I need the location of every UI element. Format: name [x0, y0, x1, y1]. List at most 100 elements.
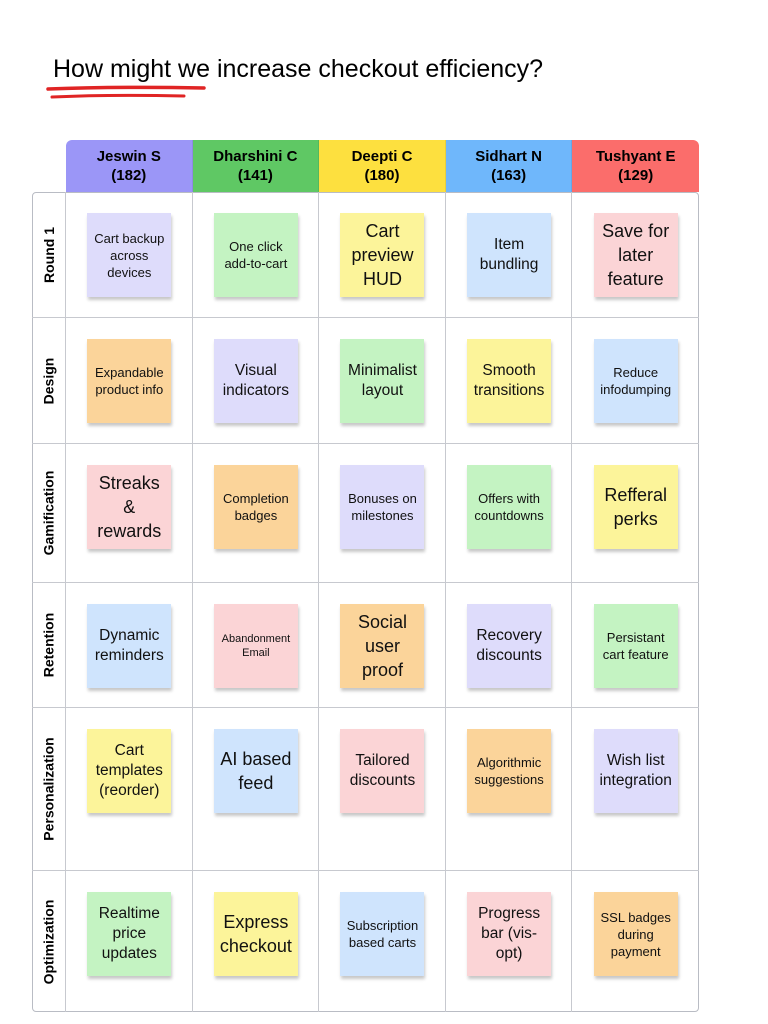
sticky-note[interactable]: Save for later feature [593, 213, 678, 297]
sticky-note-text: Item bundling [479, 236, 539, 273]
row-label-optimization: Optimization [32, 871, 66, 1012]
sticky-note-text: Streaks & rewards [97, 473, 162, 541]
sticky-note[interactable]: Progress bar (vis-opt) [467, 892, 552, 976]
sticky-note[interactable]: Cart preview HUD [340, 213, 425, 297]
sticky-note-text: Cart preview HUD [351, 221, 414, 289]
sticky-note-text: Bonuses on milestones [348, 491, 417, 523]
sticky-note-text: Progress bar (vis-opt) [478, 905, 541, 962]
grid-cell: Express checkout [193, 871, 320, 1012]
column-header-sidhart-n: Sidhart N (163) [445, 140, 573, 192]
sticky-note-text: Visual indicators [222, 362, 290, 399]
sticky-note-text: Cart backup across devices [94, 230, 165, 280]
sticky-note[interactable]: Subscription based carts [340, 892, 425, 976]
sticky-note[interactable]: Persistant cart feature [593, 604, 678, 688]
grid-cell: Persistant cart feature [572, 583, 699, 708]
sticky-note-text: Expandable product info [94, 365, 164, 397]
sticky-note[interactable]: Abandonment Email [213, 604, 298, 688]
grid-cell: Minimalist layout [319, 318, 446, 444]
column-count: (182) [111, 167, 147, 184]
grid-cell: Wish list integration [572, 708, 699, 871]
grid-cell: Streaks & rewards [66, 444, 193, 583]
sticky-note-text: Smooth transitions [473, 362, 545, 399]
sticky-note[interactable]: Wish list integration [593, 729, 678, 813]
row-label-gamification: Gamification [32, 444, 66, 583]
sticky-note-text: Cart templates (reorder) [95, 742, 163, 799]
sticky-note-text: AI based feed [220, 749, 292, 793]
sticky-note[interactable]: Realtime price updates [87, 892, 172, 976]
column-count: (180) [364, 167, 400, 184]
column-name: Jeswin S [96, 148, 161, 165]
grid-cell: Save for later feature [572, 192, 699, 318]
sticky-note[interactable]: Refferal perks [593, 465, 678, 549]
sticky-note[interactable]: Cart backup across devices [87, 213, 172, 297]
sticky-note-text: Tailored discounts [349, 752, 416, 789]
grid-cell: Recovery discounts [445, 583, 573, 708]
sticky-note[interactable]: Bonuses on milestones [340, 465, 425, 549]
sticky-note[interactable]: Visual indicators [213, 339, 298, 423]
row-label-text: Design [40, 357, 57, 404]
sticky-note[interactable]: Item bundling [467, 213, 552, 297]
sticky-note-text: Algorithmic suggestions [474, 755, 544, 787]
grid-cell: SSL badges during payment [572, 871, 699, 1012]
brainstorm-board: Jeswin S (182) Dharshini C (141) Deepti C (18… [32, 140, 699, 1012]
grid-cell: Item bundling [445, 192, 573, 318]
sticky-note-text: Offers with countdowns [474, 491, 544, 523]
row-label-design: Design [32, 318, 66, 444]
sticky-note[interactable]: Expandable product info [87, 339, 172, 423]
column-count: (129) [618, 167, 654, 184]
row-label-text: Personalization [40, 737, 57, 841]
sticky-note-text: Recovery discounts [476, 627, 542, 664]
column-header-dharshini-c: Dharshini C (141) [192, 140, 320, 192]
sticky-note[interactable]: Smooth transitions [467, 339, 552, 423]
sticky-note-text: Completion badges [223, 491, 289, 523]
sticky-note[interactable]: Reduce infodumping [593, 339, 678, 423]
column-name: Deepti C [351, 148, 413, 165]
column-count: (141) [237, 167, 273, 184]
sticky-note[interactable]: Recovery discounts [467, 604, 552, 688]
grid-cell: Subscription based carts [319, 871, 446, 1012]
grid-cell: Cart backup across devices [66, 192, 193, 318]
sticky-note[interactable]: Dynamic reminders [87, 604, 172, 688]
sticky-note[interactable]: One click add-to-cart [213, 213, 298, 297]
row-label-retention: Retention [32, 583, 66, 708]
row-label-text: Gamification [40, 470, 57, 556]
column-header-jeswin-s: Jeswin S (182) [66, 140, 193, 192]
row-label-text: Retention [40, 612, 57, 678]
sticky-note[interactable]: Social user proof [340, 604, 425, 688]
sticky-note[interactable]: Completion badges [213, 465, 298, 549]
sticky-note-text: One click add-to-cart [224, 239, 288, 271]
sticky-note[interactable]: Cart templates (reorder) [87, 729, 172, 813]
sticky-note[interactable]: Tailored discounts [340, 729, 425, 813]
column-name: Tushyant E [595, 148, 676, 165]
grid-cell: Algorithmic suggestions [445, 708, 573, 871]
sticky-note[interactable]: Streaks & rewards [87, 465, 172, 549]
sticky-note[interactable]: Algorithmic suggestions [467, 729, 552, 813]
sticky-note-text: Save for later feature [602, 221, 670, 289]
grid-cell: Tailored discounts [319, 708, 446, 871]
sticky-note-text: Abandonment Email [221, 633, 291, 659]
sticky-note-text: Dynamic reminders [94, 627, 164, 664]
grid-cell: Refferal perks [572, 444, 699, 583]
row-label-text: Round 1 [40, 226, 57, 283]
page-title: How might we increase checkout efficienc… [53, 55, 544, 83]
sticky-note-text: Refferal perks [604, 485, 668, 529]
sticky-note[interactable]: Express checkout [213, 892, 298, 976]
grid-cell: AI based feed [192, 708, 320, 871]
sticky-note[interactable]: Offers with countdowns [467, 465, 552, 549]
grid-cell: Dynamic reminders [66, 583, 193, 708]
grid-cell: Realtime price updates [66, 871, 193, 1012]
sticky-note-text: Social user proof [357, 612, 407, 680]
sticky-note[interactable]: Minimalist layout [340, 339, 425, 423]
sticky-note[interactable]: SSL badges during payment [593, 892, 678, 976]
grid-cell: Completion badges [192, 444, 320, 583]
title-underline [46, 85, 206, 99]
grid-frame [32, 192, 699, 1012]
column-count: (163) [491, 167, 527, 184]
grid-cell: Expandable product info [66, 318, 193, 444]
sticky-note-text: Wish list integration [599, 752, 672, 789]
sticky-note-text: Persistant cart feature [602, 630, 669, 662]
row-label-round-1: Round 1 [32, 192, 66, 318]
sticky-note-text: Realtime price updates [98, 905, 160, 962]
grid-cell: Social user proof [319, 583, 446, 708]
sticky-note[interactable]: AI based feed [213, 729, 298, 813]
